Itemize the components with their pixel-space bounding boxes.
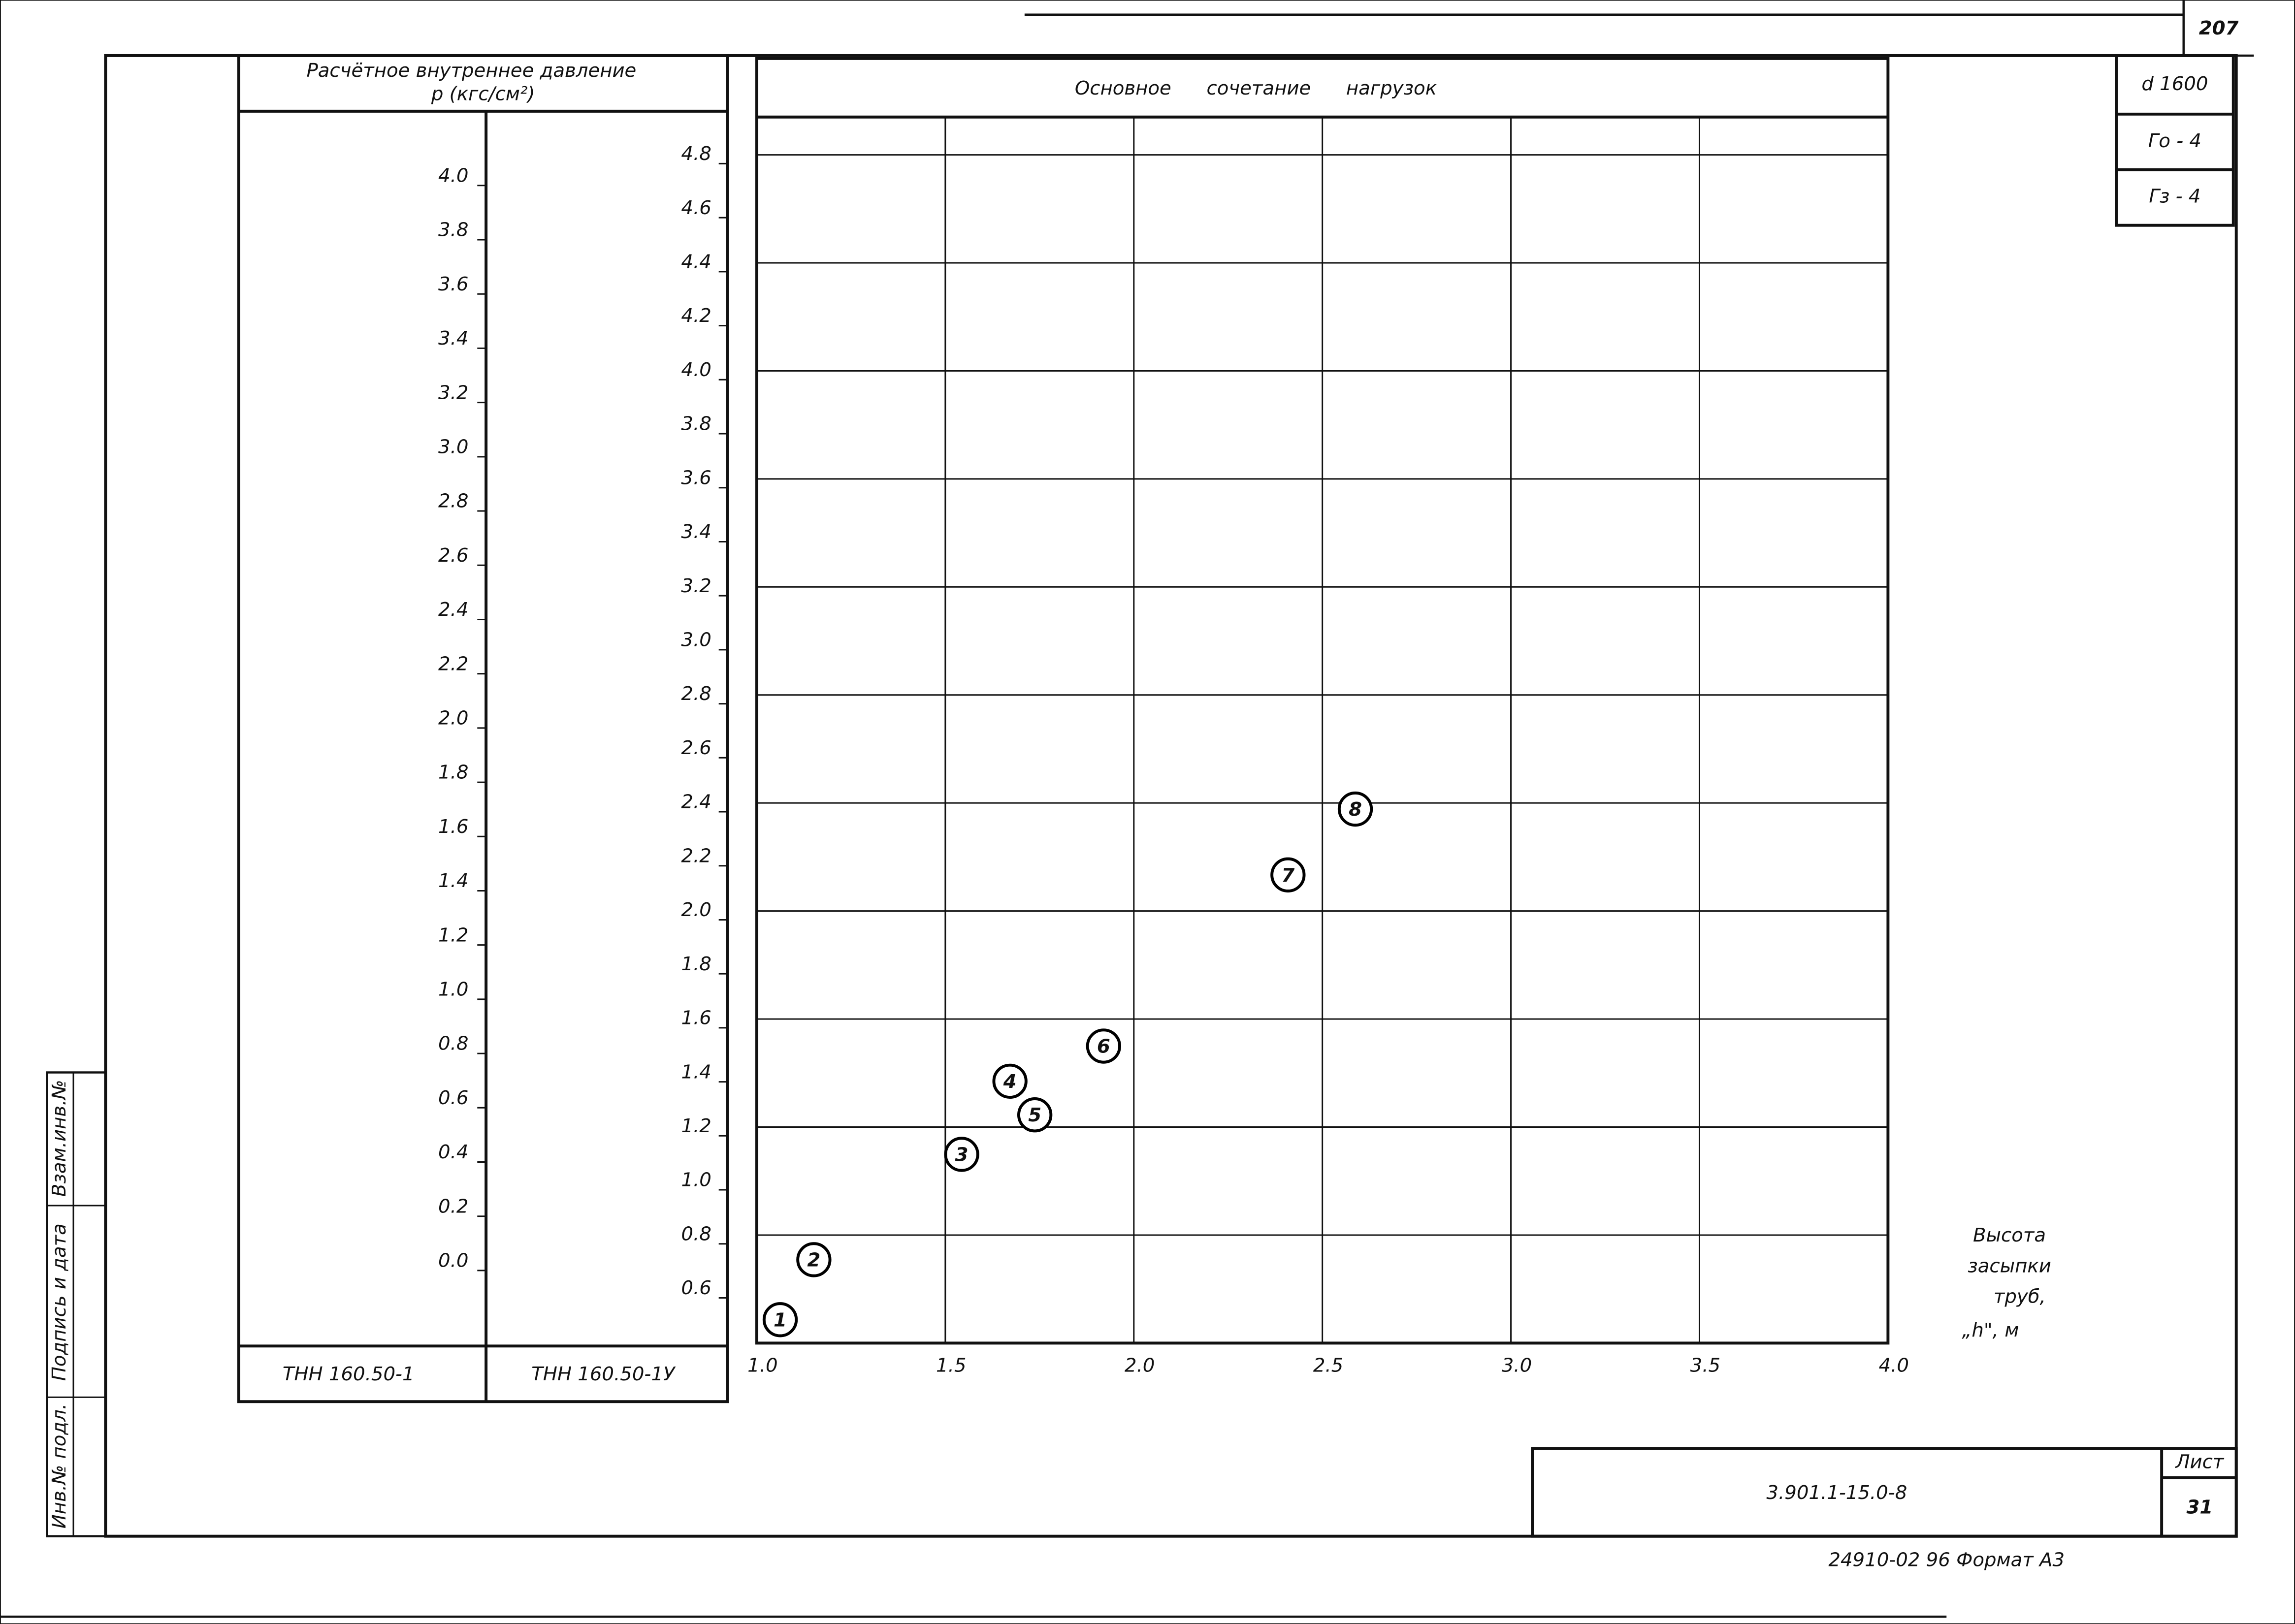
y-tick-label: 4.2 — [681, 305, 711, 327]
y2-tick-label: 0.8 — [438, 1033, 468, 1055]
series-label-circle — [944, 1137, 979, 1172]
side-stamp — [46, 1071, 107, 1537]
x-tick-label: 1.5 — [936, 1354, 966, 1376]
y2-tick-label: 1.4 — [438, 870, 468, 892]
y2-tick-label: 2.6 — [438, 544, 468, 567]
series-label-circle — [1337, 791, 1373, 827]
y2-tick-label: 3.2 — [438, 382, 468, 404]
y-tick-label: 4.0 — [681, 359, 711, 381]
y2-tick-label: 0.0 — [438, 1250, 468, 1272]
page-number: 207 — [2199, 17, 2239, 39]
y-tick-label: 2.8 — [681, 683, 711, 705]
chart-title: Основное сочетание нагрузок — [1075, 77, 1437, 99]
stamp-text: Го - 4 — [2148, 130, 2201, 152]
series-label: 8 — [1349, 798, 1362, 821]
y2-tick-label: 1.0 — [438, 979, 468, 1001]
column-label: ТНН 160.50-1У — [531, 1363, 676, 1385]
y2-tick-label: 2.8 — [438, 490, 468, 512]
pressure-table — [237, 54, 729, 1403]
series-label-circle — [762, 1302, 798, 1337]
y-tick-label: 1.4 — [681, 1061, 711, 1083]
side-text: Подпись и дата — [48, 1223, 70, 1381]
y-tick-label: 2.4 — [681, 791, 711, 813]
y-tick-label: 1.2 — [681, 1115, 711, 1137]
y2-tick-label: 0.2 — [438, 1195, 468, 1217]
y-tick-label: 3.6 — [681, 467, 711, 489]
stamp — [2115, 54, 2235, 227]
y-tick-label: 1.8 — [681, 953, 711, 975]
series-label: 3 — [955, 1144, 969, 1166]
side-text: Взам.инв.№ — [48, 1080, 70, 1197]
y2-tick-label: 2.0 — [438, 707, 468, 730]
y2-tick-label: 0.6 — [438, 1087, 468, 1109]
y2-tick-label: 1.2 — [438, 924, 468, 946]
y-tick-label: 4.8 — [681, 143, 711, 165]
title-block — [1531, 1447, 2238, 1538]
y2-tick-label: 3.6 — [438, 273, 468, 295]
x-axis-title: Высота — [1973, 1224, 2046, 1246]
stamp-text: Гз - 4 — [2149, 186, 2200, 208]
sheet-label: Лист — [2174, 1451, 2224, 1473]
x-axis-title: труб, — [1994, 1286, 2046, 1308]
series-label-circle — [1017, 1097, 1053, 1133]
stamp-text: d 1600 — [2141, 73, 2208, 95]
x-tick-label: 3.5 — [1690, 1354, 1720, 1376]
frame — [104, 54, 2238, 1538]
sheet-number: 31 — [2187, 1497, 2213, 1519]
y2-tick-label: 3.4 — [438, 327, 468, 350]
y-tick-label: 3.2 — [681, 575, 711, 597]
y-tick-label: 0.6 — [681, 1277, 711, 1299]
y-tick-label: 2.2 — [681, 845, 711, 867]
y2-tick-label: 0.4 — [438, 1141, 468, 1163]
column-label: ТНН 160.50-1 — [283, 1363, 415, 1385]
y2-tick-label: 3.8 — [438, 219, 468, 241]
y-tick-label: 3.8 — [681, 413, 711, 435]
series-label: 5 — [1028, 1104, 1041, 1126]
document-code: 3.901.1-15.0-8 — [1766, 1482, 1907, 1504]
series-label: 4 — [1003, 1071, 1017, 1093]
y2-tick-label: 1.8 — [438, 762, 468, 784]
y-tick-label: 0.8 — [681, 1223, 711, 1245]
y-tick-label: 2.6 — [681, 737, 711, 759]
y2-tick-label: 2.2 — [438, 653, 468, 675]
y-tick-label: 4.6 — [681, 197, 711, 219]
series-label: 1 — [774, 1309, 787, 1331]
y-tick-label: 4.4 — [681, 251, 711, 273]
series-label-circle — [796, 1242, 832, 1277]
series-label-circle — [1270, 857, 1306, 892]
y2-tick-label: 1.6 — [438, 816, 468, 838]
y-tick-label: 3.0 — [681, 629, 711, 651]
x-tick-label: 4.0 — [1879, 1354, 1909, 1376]
y-tick-label: 3.4 — [681, 521, 711, 543]
y-tick-label: 1.0 — [681, 1169, 711, 1191]
x-tick-label: 3.0 — [1502, 1354, 1532, 1376]
y-axis-title: Расчётное внутреннее давление — [306, 60, 636, 82]
y-axis-unit: p (кгс/см²) — [431, 83, 535, 105]
series-label: 7 — [1281, 864, 1294, 887]
series-label: 6 — [1097, 1036, 1110, 1058]
y2-tick-label: 4.0 — [438, 164, 468, 187]
x-axis-title: „h", м — [1962, 1319, 2019, 1341]
x-axis-title: засыпки — [1968, 1255, 2051, 1277]
x-tick-label: 2.5 — [1313, 1354, 1343, 1376]
series-label: 2 — [807, 1249, 820, 1271]
x-tick-label: 2.0 — [1125, 1354, 1155, 1376]
side-text: Инв.№ подл. — [48, 1403, 70, 1528]
y-tick-label: 2.0 — [681, 899, 711, 921]
series-label-circle — [992, 1063, 1028, 1099]
series-label-circle — [1086, 1028, 1122, 1064]
footer-text: 24910-02 96 Формат А3 — [1828, 1549, 2065, 1571]
y-tick-label: 1.6 — [681, 1007, 711, 1029]
y2-tick-label: 2.4 — [438, 599, 468, 621]
x-tick-label: 1.0 — [747, 1354, 777, 1376]
y2-tick-label: 3.0 — [438, 436, 468, 458]
